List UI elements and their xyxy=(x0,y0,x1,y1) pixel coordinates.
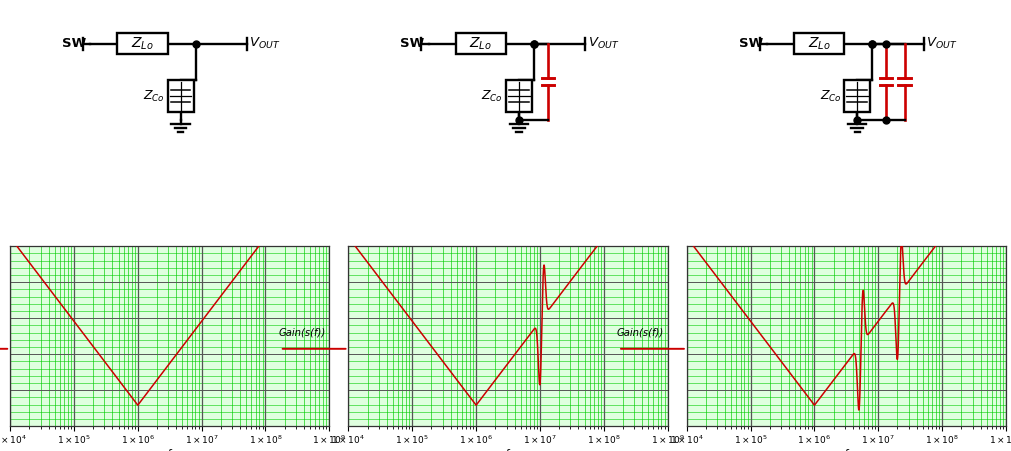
Bar xyxy=(506,80,532,112)
Bar xyxy=(794,33,844,54)
Text: $Z_{Co}$: $Z_{Co}$ xyxy=(820,88,841,104)
Text: $Z_{Lo}$: $Z_{Lo}$ xyxy=(808,36,830,52)
Text: $Z_{Co}$: $Z_{Co}$ xyxy=(481,88,503,104)
Text: SW: SW xyxy=(400,37,425,50)
Text: Gain(s(f)): Gain(s(f)) xyxy=(278,327,326,338)
Text: Gain(s(f)): Gain(s(f)) xyxy=(617,327,664,338)
Bar xyxy=(117,33,168,54)
Bar xyxy=(456,33,506,54)
Text: $V_{OUT}$: $V_{OUT}$ xyxy=(250,36,281,51)
X-axis label: f: f xyxy=(168,449,172,451)
Text: $V_{OUT}$: $V_{OUT}$ xyxy=(587,36,619,51)
X-axis label: f: f xyxy=(844,449,848,451)
Text: $V_{OUT}$: $V_{OUT}$ xyxy=(926,36,957,51)
Bar xyxy=(168,80,194,112)
X-axis label: f: f xyxy=(507,449,510,451)
Text: $Z_{Lo}$: $Z_{Lo}$ xyxy=(131,36,154,52)
Bar xyxy=(844,80,870,112)
Text: $Z_{Co}$: $Z_{Co}$ xyxy=(143,88,165,104)
Text: SW: SW xyxy=(738,37,762,50)
Text: $Z_{Lo}$: $Z_{Lo}$ xyxy=(469,36,492,52)
Text: SW: SW xyxy=(62,37,86,50)
